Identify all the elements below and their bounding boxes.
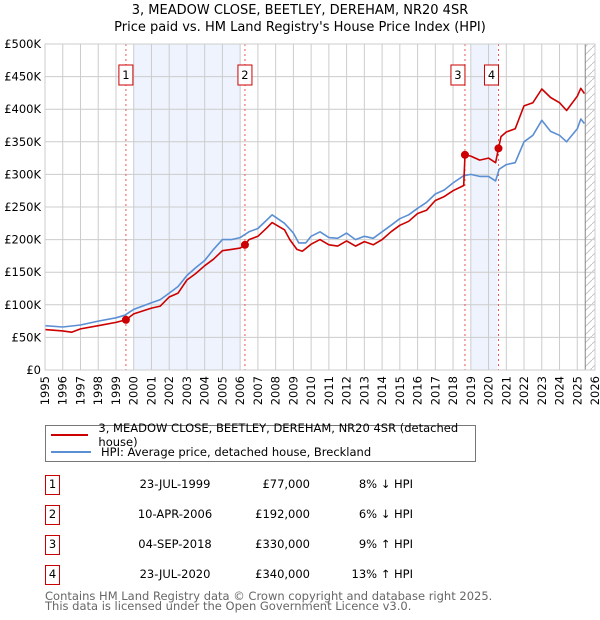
sale-hpi-diff: 6% ↓ HPI — [358, 507, 413, 521]
x-tick-label: 2017 — [428, 376, 442, 405]
x-tick-label: 1995 — [38, 376, 52, 405]
x-tick-label: 2016 — [411, 376, 425, 405]
sale-row: 2 10-APR-2006 £192,000 6% ↓ HPI — [45, 505, 445, 525]
sale-date: 04-SEP-2018 — [138, 537, 212, 551]
x-tick-label: 2012 — [340, 376, 354, 405]
sale-label-number: 3 — [454, 68, 461, 82]
y-tick-label: £450K — [4, 70, 41, 84]
sale-label-number: 4 — [488, 68, 495, 82]
y-tick-label: £300K — [4, 167, 41, 181]
y-tick-label: £400K — [4, 102, 41, 116]
sale-row: 4 23-JUL-2020 £340,000 13% ↑ HPI — [45, 565, 445, 585]
x-tick-label: 2013 — [357, 376, 371, 405]
y-tick-label: £500K — [4, 37, 41, 51]
x-tick-label: 2003 — [180, 376, 194, 405]
sale-hpi-diff: 8% ↓ HPI — [358, 477, 413, 491]
chart-title-line2: Price paid vs. HM Land Registry's House … — [114, 20, 486, 35]
x-tick-label: 2018 — [446, 376, 460, 405]
x-tick-label: 1996 — [56, 376, 70, 405]
sale-label-box — [237, 64, 253, 86]
x-tick-label: 2010 — [304, 376, 318, 405]
y-tick-label: £200K — [4, 233, 41, 247]
sale-date: 10-APR-2006 — [137, 507, 213, 521]
x-tick-label: 2022 — [517, 376, 531, 405]
y-tick-label: £100K — [4, 298, 41, 312]
legend: 3, MEADOW CLOSE, BEETLEY, DEREHAM, NR20 … — [45, 421, 476, 462]
x-tick-label: 2026 — [588, 376, 600, 405]
sale-number-badge: 4 — [45, 565, 60, 585]
legend-swatch-hpi — [51, 451, 91, 453]
y-tick-label: £250K — [4, 200, 41, 214]
sale-date: 23-JUL-1999 — [139, 477, 211, 491]
x-tick-label: 1997 — [73, 376, 87, 405]
y-tick-label: £50K — [12, 330, 42, 344]
x-tick-label: 1999 — [109, 376, 123, 405]
x-tick-label: 2007 — [251, 376, 265, 405]
x-tick-label: 2025 — [570, 376, 584, 405]
sale-row: 3 04-SEP-2018 £330,000 9% ↑ HPI — [45, 535, 445, 555]
sale-price: £340,000 — [255, 567, 310, 581]
x-tick-label: 2001 — [144, 376, 158, 405]
legend-label-property: 3, MEADOW CLOSE, BEETLEY, DEREHAM, NR20 … — [98, 421, 459, 449]
x-tick-label: 2019 — [464, 376, 478, 405]
sale-date: 23-JUL-2020 — [139, 567, 211, 581]
sale-point — [494, 144, 503, 153]
price-chart: 1995 1996 1997 1998 1999 2000 2001 2002 2003 2004… — [4, 37, 600, 405]
x-tick-label: 2014 — [375, 376, 389, 405]
sale-point — [460, 150, 469, 159]
x-tick-label: 2015 — [393, 376, 407, 405]
x-tick-label: 2000 — [127, 376, 141, 405]
sale-hpi-diff: 9% ↑ HPI — [358, 537, 413, 551]
footer-copyright: Contains HM Land Registry data © Crown c… — [45, 589, 493, 603]
sale-price: £77,000 — [262, 477, 310, 491]
legend-item-hpi: HPI: Average price, detached house, Brec… — [51, 444, 371, 460]
property-price-line — [44, 87, 586, 334]
y-tick-label: £350K — [4, 135, 41, 149]
x-tick-label: 2005 — [215, 376, 229, 405]
sale-number-badge: 3 — [45, 535, 60, 555]
y-tick-label: £0 — [26, 363, 41, 377]
x-tick-label: 2009 — [286, 376, 300, 405]
legend-label-hpi: HPI: Average price, detached house, Brec… — [101, 445, 372, 459]
x-tick-label: 2011 — [322, 376, 336, 405]
x-tick-label: 2024 — [553, 376, 567, 405]
sale-row: 1 23-JUL-1999 £77,000 8% ↓ HPI — [45, 475, 445, 495]
x-tick-label: 2002 — [162, 376, 176, 405]
sale-price: £330,000 — [255, 537, 310, 551]
legend-swatch-property — [51, 434, 89, 436]
sale-price: £192,000 — [255, 507, 310, 521]
sale-point — [240, 240, 249, 249]
sale-label-box — [483, 64, 499, 86]
legend-item-property: 3, MEADOW CLOSE, BEETLEY, DEREHAM, NR20 … — [51, 421, 475, 449]
chart-title-line1: 3, MEADOW CLOSE, BEETLEY, DEREHAM, NR20 … — [131, 3, 469, 18]
x-tick-label: 2006 — [233, 376, 247, 405]
sale-hpi-diff: 13% ↑ HPI — [351, 567, 413, 581]
sale-label-box — [118, 64, 134, 86]
sale-number-badge: 1 — [45, 475, 60, 495]
plot-border — [44, 43, 596, 371]
x-tick-label: 2008 — [269, 376, 283, 405]
x-tick-label: 2021 — [499, 376, 513, 405]
x-tick-label: 2020 — [482, 376, 496, 405]
sale-number-badge: 2 — [45, 505, 60, 525]
x-tick-label: 2004 — [198, 376, 212, 405]
hpi-line — [44, 118, 586, 328]
sale-label-box — [450, 64, 466, 86]
sale-label-number: 1 — [122, 68, 129, 82]
x-tick-label: 2023 — [535, 376, 549, 405]
y-tick-label: £150K — [4, 265, 41, 279]
sale-point — [121, 315, 130, 324]
x-tick-label: 1998 — [91, 376, 105, 405]
footer-licence: This data is licensed under the Open Gov… — [45, 599, 412, 613]
sale-label-number: 2 — [241, 68, 248, 82]
